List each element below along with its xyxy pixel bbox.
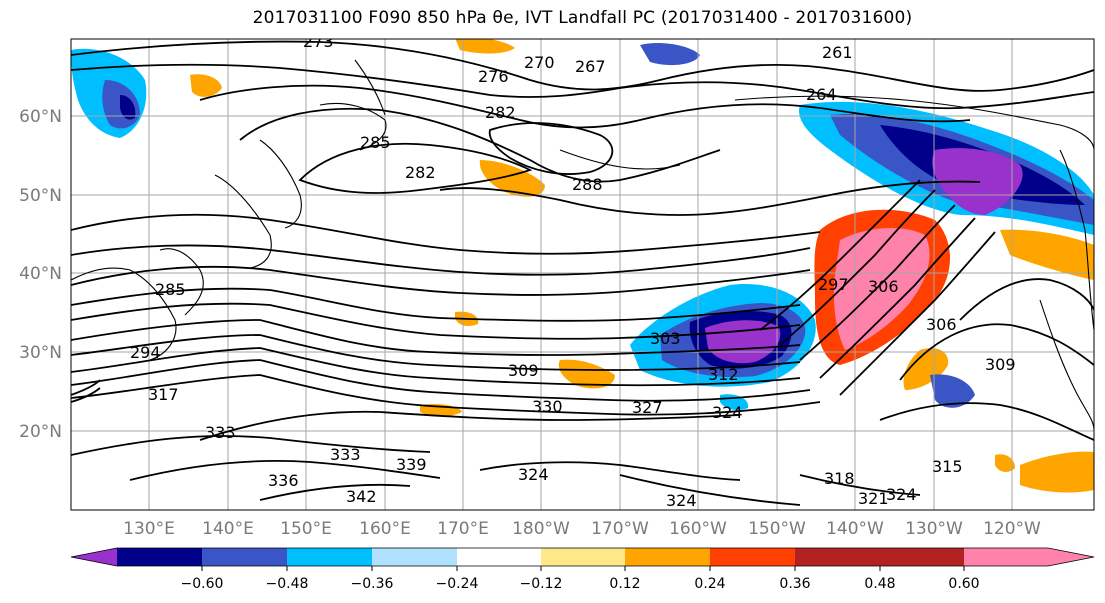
contour-label: 339 — [396, 455, 427, 474]
contour-label: 270 — [524, 53, 555, 72]
contour-label: 306 — [926, 315, 957, 334]
lat-label: 50°N — [19, 186, 62, 206]
contour-label: 333 — [205, 423, 236, 442]
colorbar-extend-low — [71, 548, 117, 566]
contour-label: 309 — [508, 361, 539, 380]
contour-label: 342 — [346, 487, 377, 506]
colorbar-segment — [710, 548, 795, 566]
contour-label: 324 — [666, 491, 697, 510]
colorbar-tick-label: −0.12 — [520, 576, 563, 592]
colorbar-tick-label: −0.24 — [436, 576, 479, 592]
map-frame — [70, 38, 1095, 511]
contour-label: 315 — [932, 457, 963, 476]
lon-label: 160°E — [359, 519, 411, 539]
colorbar: −0.60 −0.48 −0.36 −0.24 −0.12 0.12 0.24 … — [70, 547, 1095, 592]
contour-labels: 273 276 270 267 264 261 282 285 288 282 … — [130, 32, 1016, 510]
contour-label: 288 — [572, 175, 603, 194]
contour-label: 273 — [303, 32, 334, 51]
latitude-labels: 60°N 50°N 40°N 30°N 20°N — [19, 107, 62, 442]
colorbar-segment — [117, 548, 202, 566]
colorbar-tick-label: 0.60 — [948, 576, 979, 592]
lon-label: 130°E — [123, 519, 175, 539]
lon-label: 150°W — [748, 519, 806, 539]
theta-e-contours — [71, 40, 1094, 506]
coastlines — [71, 59, 1094, 431]
contour-label: 309 — [985, 355, 1016, 374]
contour-label: 321 — [858, 489, 889, 508]
contour-label: 297 — [818, 275, 849, 294]
lon-label: 140°W — [826, 519, 884, 539]
lon-label: 130°W — [905, 519, 963, 539]
contour-label: 324 — [886, 485, 917, 504]
contour-label: 324 — [712, 403, 743, 422]
contour-label: 330 — [532, 397, 563, 416]
colorbar-segment — [795, 548, 880, 566]
contour-label: 294 — [130, 343, 161, 362]
colorbar-tick-label: 0.12 — [609, 576, 640, 592]
lon-label: 150°E — [280, 519, 332, 539]
contour-label: 276 — [478, 67, 509, 86]
contour-label: 333 — [330, 445, 361, 464]
colorbar-tick-label: −0.36 — [351, 576, 394, 592]
colorbar-ticks — [201, 566, 965, 571]
colorbar-tick-label: 0.48 — [864, 576, 895, 592]
contour-label: 312 — [708, 365, 739, 384]
colorbar-segment — [541, 548, 625, 566]
colorbar-tick-label: 0.36 — [779, 576, 810, 592]
lon-label: 170°W — [591, 519, 649, 539]
contour-label: 336 — [268, 471, 299, 490]
colorbar-segment — [457, 548, 541, 566]
contour-label: 261 — [822, 43, 853, 62]
longitude-labels: 130°E 140°E 150°E 160°E 170°E 180°W 170°… — [123, 519, 1041, 539]
colorbar-tick-label: 0.24 — [694, 576, 725, 592]
lon-label: 170°E — [437, 519, 489, 539]
contour-label: 282 — [405, 163, 436, 182]
colorbar-segment — [287, 548, 372, 566]
lon-label: 160°W — [669, 519, 727, 539]
map-content: 273 276 270 267 264 261 282 285 288 282 … — [71, 32, 1094, 510]
contour-label: 327 — [632, 398, 663, 417]
contour-label: 282 — [485, 103, 516, 122]
colorbar-segment — [202, 548, 287, 566]
contour-label: 264 — [806, 85, 837, 104]
contour-label: 285 — [360, 133, 391, 152]
contour-label: 306 — [868, 277, 899, 296]
lat-label: 40°N — [19, 264, 62, 284]
lon-label: 140°E — [202, 519, 254, 539]
lon-label: 120°W — [983, 519, 1041, 539]
contour-label: 317 — [148, 385, 179, 404]
lat-label: 60°N — [19, 107, 62, 127]
colorbar-segment — [372, 548, 457, 566]
contour-label: 318 — [824, 469, 855, 488]
colorbar-tick-label: −0.60 — [181, 576, 224, 592]
colorbar-tick-label: −0.48 — [266, 576, 309, 592]
colorbar-segment — [625, 548, 710, 566]
lat-label: 20°N — [19, 422, 62, 442]
colorbar-segment — [880, 548, 964, 566]
lat-label: 30°N — [19, 343, 62, 363]
lon-label: 180°W — [512, 519, 570, 539]
contour-label: 267 — [575, 57, 606, 76]
map-title: 2017031100 F090 850 hPa θe, IVT Landfall… — [252, 8, 913, 28]
contour-label: 303 — [650, 329, 681, 348]
colorbar-outline — [70, 547, 1095, 567]
contour-label: 324 — [518, 465, 549, 484]
contour-label: 285 — [155, 280, 186, 299]
colorbar-extend-high — [964, 548, 1094, 566]
